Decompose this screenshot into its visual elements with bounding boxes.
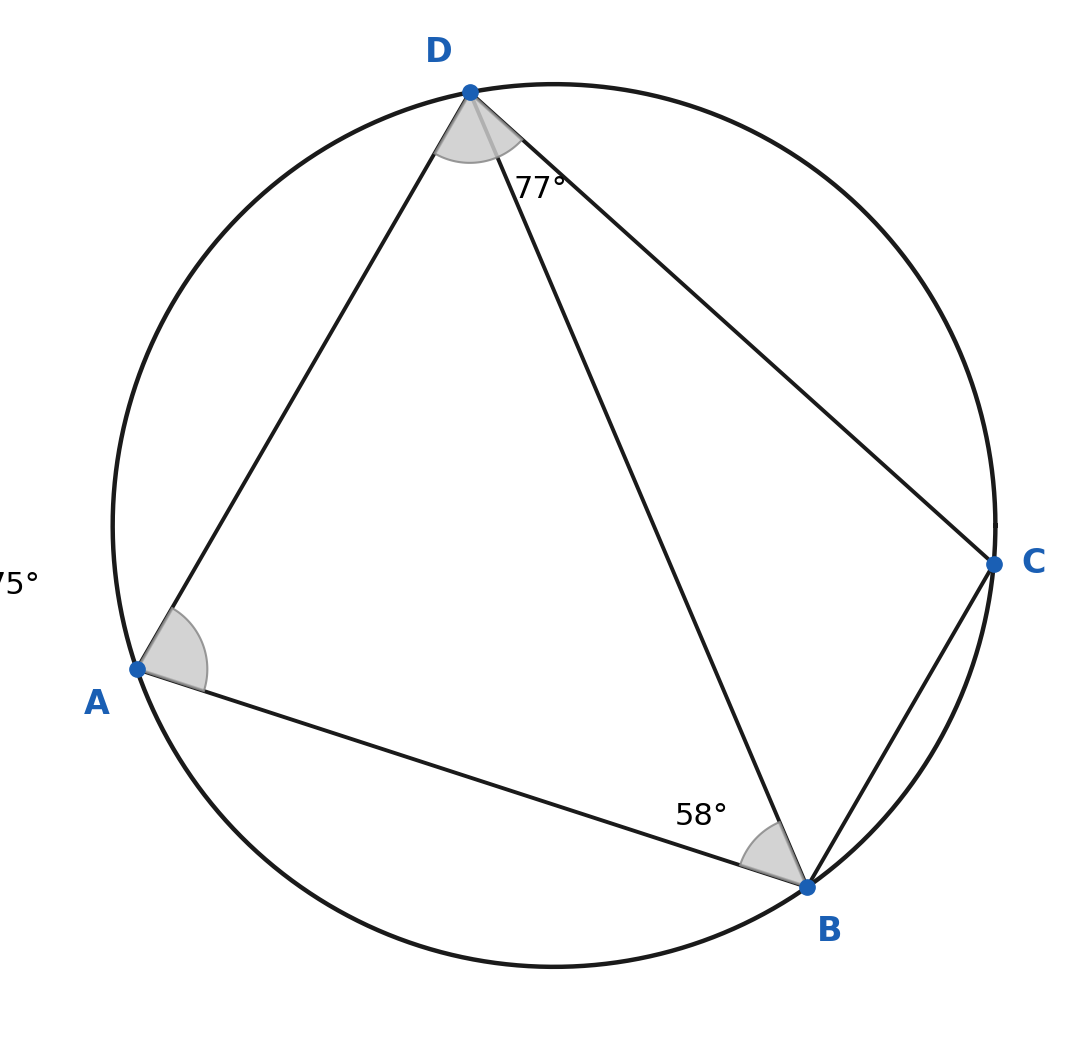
Text: 75°: 75° bbox=[0, 571, 40, 600]
Text: A: A bbox=[84, 688, 110, 721]
Polygon shape bbox=[740, 822, 807, 887]
Polygon shape bbox=[435, 92, 522, 163]
Polygon shape bbox=[137, 609, 207, 691]
Text: C: C bbox=[1021, 548, 1046, 580]
Text: D: D bbox=[425, 36, 453, 69]
Text: B: B bbox=[817, 914, 842, 948]
Text: 58°: 58° bbox=[674, 802, 728, 831]
Text: 77°: 77° bbox=[514, 174, 568, 204]
